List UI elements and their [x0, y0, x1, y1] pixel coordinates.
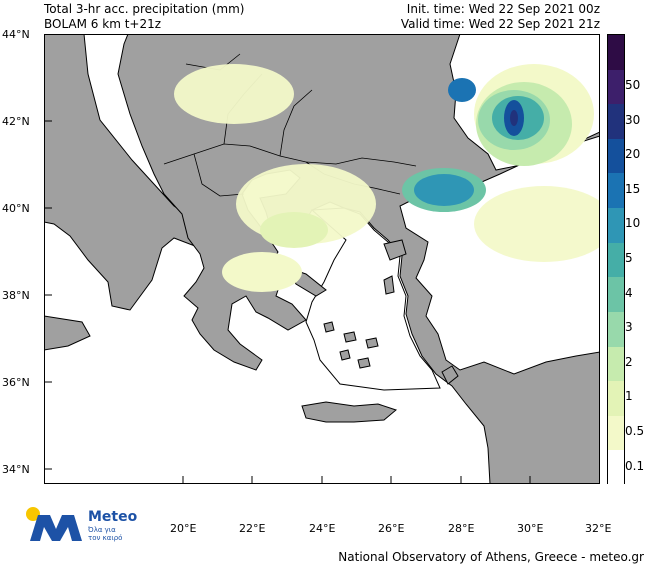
lat-label: 42°N [2, 115, 30, 128]
land-crete [301, 401, 398, 423]
lon-label: 30°E [517, 522, 544, 535]
land-sicily [44, 315, 91, 351]
colorbar-segment [608, 69, 624, 105]
lon-label: 28°E [448, 522, 475, 535]
colorbar-segment [608, 173, 624, 209]
precip-weak-north [174, 64, 294, 124]
colorbar-segment [608, 35, 624, 70]
precipitation-map [44, 34, 600, 484]
colorbar-segment [608, 415, 624, 451]
logo-mark [26, 507, 82, 541]
footer-credit: National Observatory of Athens, Greece -… [338, 550, 644, 564]
colorbar-segment [608, 311, 624, 347]
colorbar-label: 50 [625, 77, 641, 92]
land-lesvos [383, 239, 407, 261]
colorbar-label: 4 [625, 285, 633, 300]
colorbar-segment [608, 104, 624, 139]
colorbar-label: 5 [625, 251, 633, 265]
sun-icon [26, 507, 40, 521]
lon-label: 32°E [585, 522, 612, 535]
colorbar [607, 34, 625, 485]
logo-tagline-2: τον καιρό [88, 534, 123, 542]
land-cyclades [323, 321, 379, 369]
lon-label: 26°E [378, 522, 405, 535]
land-rhodes [441, 365, 459, 385]
title-line-1: Total 3-hr acc. precipitation (mm) [44, 2, 245, 16]
title-line-2: BOLAM 6 km t+21z [44, 17, 162, 31]
precip-light-centre [260, 212, 328, 248]
colorbar-label: 0.5 [625, 424, 645, 439]
lon-label: 22°E [239, 522, 266, 535]
colorbar-label: 15 [625, 181, 641, 196]
colorbar-label: 20 [625, 147, 641, 162]
init-time: Init. time: Wed 22 Sep 2021 00z [406, 2, 600, 16]
graticule-ticks [44, 34, 600, 484]
precipitation [174, 64, 600, 292]
precip-band-sw [414, 174, 474, 206]
meteo-logo: Meteo Όλα για τον καιρό [24, 505, 138, 547]
lat-label: 40°N [2, 202, 30, 215]
land-chios [383, 275, 395, 295]
colorbar-label: 3 [625, 320, 633, 335]
colorbar-segment [608, 138, 624, 174]
logo-brand: Meteo [88, 509, 138, 525]
aegean-sea [305, 207, 441, 391]
colorbar-segment [608, 381, 624, 416]
precip-weak-sw [222, 252, 302, 292]
precip-max-east [510, 110, 518, 126]
lat-label: 38°N [2, 289, 30, 302]
valid-time: Valid time: Wed 22 Sep 2021 21z [400, 17, 600, 31]
precip-heavy-west [448, 78, 476, 102]
colorbar-segment [608, 346, 624, 382]
colorbar-label: 30 [625, 112, 641, 127]
colorbar-segment [608, 277, 624, 312]
precip-weak-turkey [474, 186, 600, 262]
lon-label: 24°E [309, 522, 336, 535]
colorbar-segment [608, 208, 624, 243]
colorbar-segment [608, 450, 624, 485]
logo-tagline: Όλα για τον καιρό [88, 526, 122, 542]
map-svg [44, 34, 600, 484]
m-icon [30, 515, 82, 541]
colorbar-label: 0.1 [625, 458, 645, 473]
chart-title: Total 3-hr acc. precipitation (mm) BOLAM… [44, 2, 245, 32]
lat-label: 34°N [2, 463, 30, 476]
map-border [44, 34, 600, 484]
colorbar-segment [608, 242, 624, 278]
lat-label: 36°N [2, 376, 30, 389]
lat-label: 44°N [2, 28, 30, 41]
colorbar-label: 2 [625, 354, 633, 369]
lon-label: 20°E [170, 522, 197, 535]
colorbar-label: 1 [625, 389, 633, 404]
land [44, 34, 600, 484]
logo-tagline-1: Όλα για [88, 526, 116, 534]
time-info: Init. time: Wed 22 Sep 2021 00z Valid ti… [401, 2, 600, 32]
land-italy [44, 34, 207, 311]
colorbar-label: 10 [625, 216, 641, 231]
